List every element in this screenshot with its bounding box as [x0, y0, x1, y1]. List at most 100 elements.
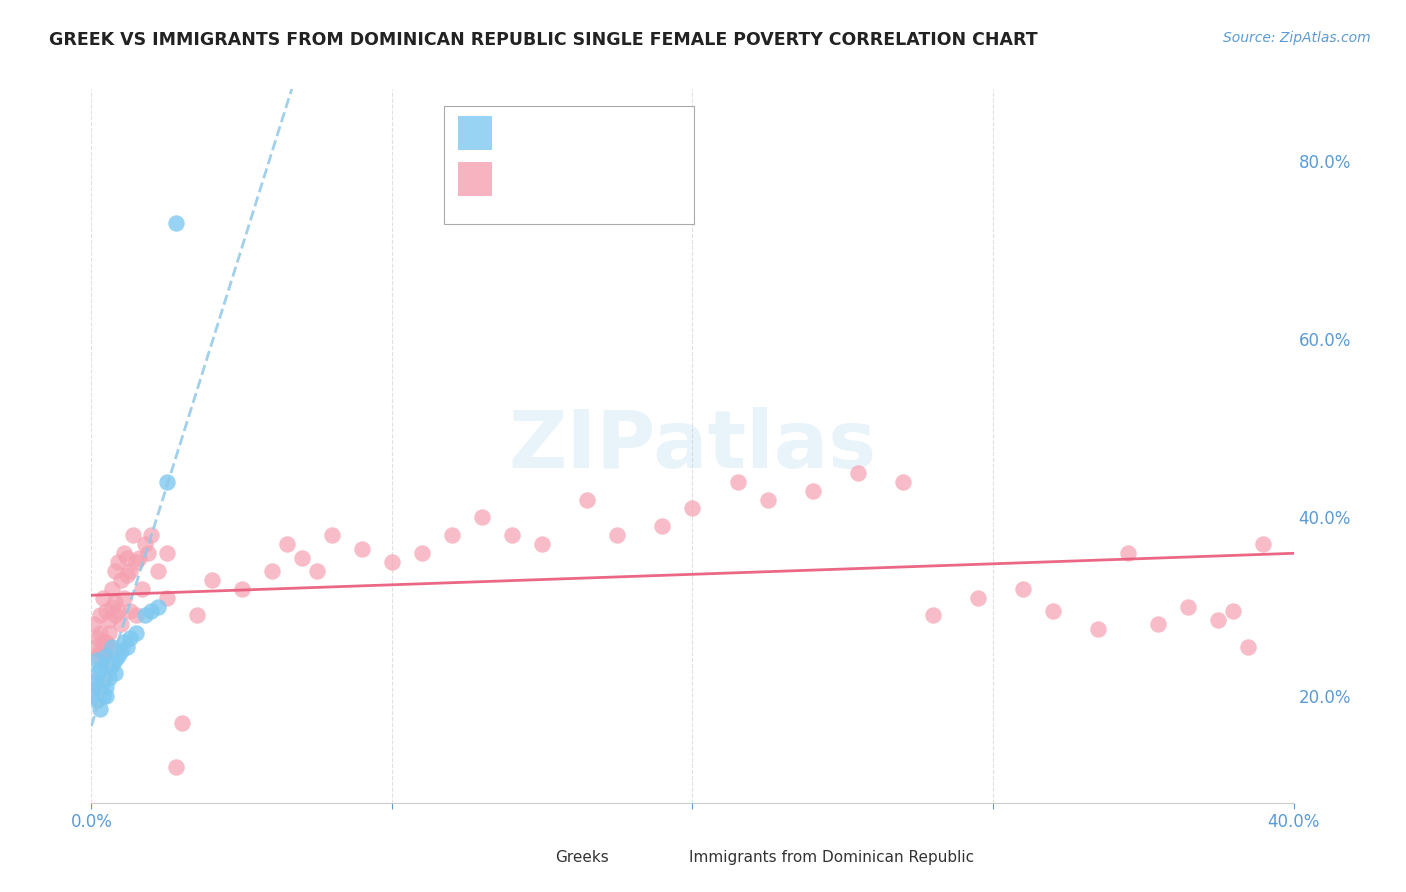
Point — [134, 537, 156, 551]
Point — [1208, 613, 1230, 627]
Text: GREEK VS IMMIGRANTS FROM DOMINICAN REPUBLIC SINGLE FEMALE POVERTY CORRELATION CH: GREEK VS IMMIGRANTS FROM DOMINICAN REPUB… — [49, 31, 1038, 49]
Point — [110, 617, 132, 632]
FancyBboxPatch shape — [444, 105, 693, 224]
Point — [756, 492, 779, 507]
Point — [186, 608, 208, 623]
Point — [141, 528, 163, 542]
Point — [96, 653, 118, 667]
Point — [501, 528, 523, 542]
Point — [1012, 582, 1035, 596]
Point — [101, 657, 124, 672]
Point — [411, 546, 433, 560]
Point — [114, 546, 136, 560]
Point — [125, 626, 148, 640]
Point — [141, 604, 163, 618]
Point — [134, 608, 156, 623]
Point — [381, 555, 404, 569]
Point — [98, 626, 121, 640]
Point — [96, 604, 118, 618]
Point — [104, 653, 127, 667]
Point — [83, 640, 105, 654]
Point — [260, 564, 283, 578]
Point — [1042, 604, 1064, 618]
Point — [846, 466, 869, 480]
Point — [891, 475, 914, 489]
Point — [98, 640, 121, 654]
Text: R = 0.355: R = 0.355 — [503, 168, 595, 186]
Point — [155, 591, 177, 605]
Point — [131, 582, 153, 596]
Point — [201, 573, 224, 587]
Point — [114, 591, 136, 605]
Point — [165, 216, 187, 230]
Point — [305, 564, 328, 578]
Point — [107, 604, 129, 618]
Point — [727, 475, 749, 489]
Point — [122, 528, 145, 542]
Point — [96, 648, 118, 663]
Point — [83, 617, 105, 632]
Point — [110, 644, 132, 658]
Point — [291, 550, 314, 565]
Point — [276, 537, 298, 551]
Point — [98, 662, 121, 676]
Point — [104, 608, 127, 623]
FancyBboxPatch shape — [458, 116, 492, 150]
Point — [128, 550, 150, 565]
Point — [321, 528, 343, 542]
Point — [967, 591, 990, 605]
Point — [93, 591, 115, 605]
FancyBboxPatch shape — [519, 844, 548, 869]
Point — [1177, 599, 1199, 614]
Point — [114, 635, 136, 649]
Point — [86, 680, 108, 694]
Point — [1253, 537, 1275, 551]
Point — [93, 689, 115, 703]
Point — [471, 510, 494, 524]
Point — [96, 657, 118, 672]
Point — [110, 573, 132, 587]
Point — [89, 626, 111, 640]
Point — [117, 640, 139, 654]
Point — [1237, 640, 1260, 654]
Point — [89, 644, 111, 658]
Point — [146, 564, 169, 578]
Point — [531, 537, 554, 551]
Point — [231, 582, 253, 596]
Point — [125, 608, 148, 623]
Point — [606, 528, 628, 542]
Point — [107, 555, 129, 569]
Point — [96, 635, 118, 649]
FancyBboxPatch shape — [458, 162, 492, 196]
Point — [146, 599, 169, 614]
Point — [83, 675, 105, 690]
Point — [86, 631, 108, 645]
Point — [155, 475, 177, 489]
Point — [83, 689, 105, 703]
Point — [138, 546, 160, 560]
Point — [1087, 622, 1109, 636]
Point — [1116, 546, 1139, 560]
Text: Greeks: Greeks — [555, 849, 609, 864]
Text: Source: ZipAtlas.com: Source: ZipAtlas.com — [1223, 31, 1371, 45]
Point — [576, 492, 599, 507]
Point — [93, 671, 115, 685]
Point — [93, 675, 115, 690]
Point — [165, 760, 187, 774]
Point — [117, 550, 139, 565]
Point — [104, 666, 127, 681]
Point — [89, 702, 111, 716]
Text: N = 80: N = 80 — [609, 168, 676, 186]
Point — [86, 648, 108, 663]
Point — [86, 666, 108, 681]
Text: R = 0.314: R = 0.314 — [503, 121, 595, 139]
Text: N = 33: N = 33 — [609, 121, 676, 139]
Point — [86, 653, 108, 667]
Point — [120, 631, 142, 645]
Point — [93, 644, 115, 658]
Point — [96, 689, 118, 703]
Point — [107, 648, 129, 663]
Point — [89, 608, 111, 623]
Point — [120, 604, 142, 618]
Point — [681, 501, 703, 516]
